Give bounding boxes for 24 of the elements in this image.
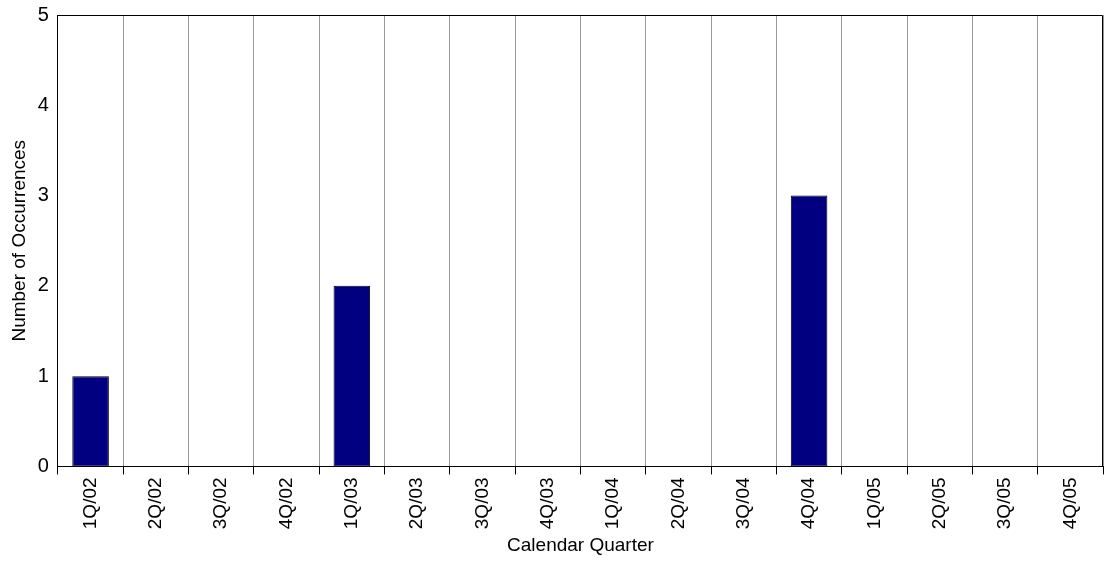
x-tick-label: 4Q/03: [536, 477, 558, 530]
x-tick-label: 1Q/04: [601, 477, 623, 530]
y-tick-label: 4: [37, 92, 49, 115]
x-tick-label: 2Q/02: [144, 477, 166, 530]
x-tick-label: 3Q/03: [470, 477, 492, 530]
x-tick-label: 1Q/05: [862, 477, 884, 530]
x-tick-label: 1Q/03: [340, 477, 362, 530]
x-tick-label: 3Q/04: [731, 477, 753, 530]
x-tick-label: 4Q/05: [1058, 477, 1080, 530]
x-axis-title: Calendar Quarter: [507, 533, 655, 555]
x-tick-label: 1Q/02: [78, 477, 100, 530]
x-tick-label: 2Q/04: [666, 477, 688, 530]
y-tick-label: 0: [37, 453, 49, 476]
y-axis-title: Number of Occurrences: [7, 139, 29, 342]
y-tick-label: 1: [37, 363, 49, 386]
x-tick-label: 4Q/02: [274, 477, 296, 530]
x-tick-label: 3Q/02: [209, 477, 231, 530]
x-tick-label: 4Q/04: [797, 477, 819, 530]
x-tick-label: 3Q/05: [993, 477, 1015, 530]
x-tick-label: 2Q/05: [927, 477, 949, 530]
y-tick-label: 5: [37, 2, 49, 25]
y-tick-label: 3: [37, 183, 49, 206]
x-tick-label: 2Q/03: [405, 477, 427, 530]
y-tick-label: 2: [37, 273, 49, 296]
